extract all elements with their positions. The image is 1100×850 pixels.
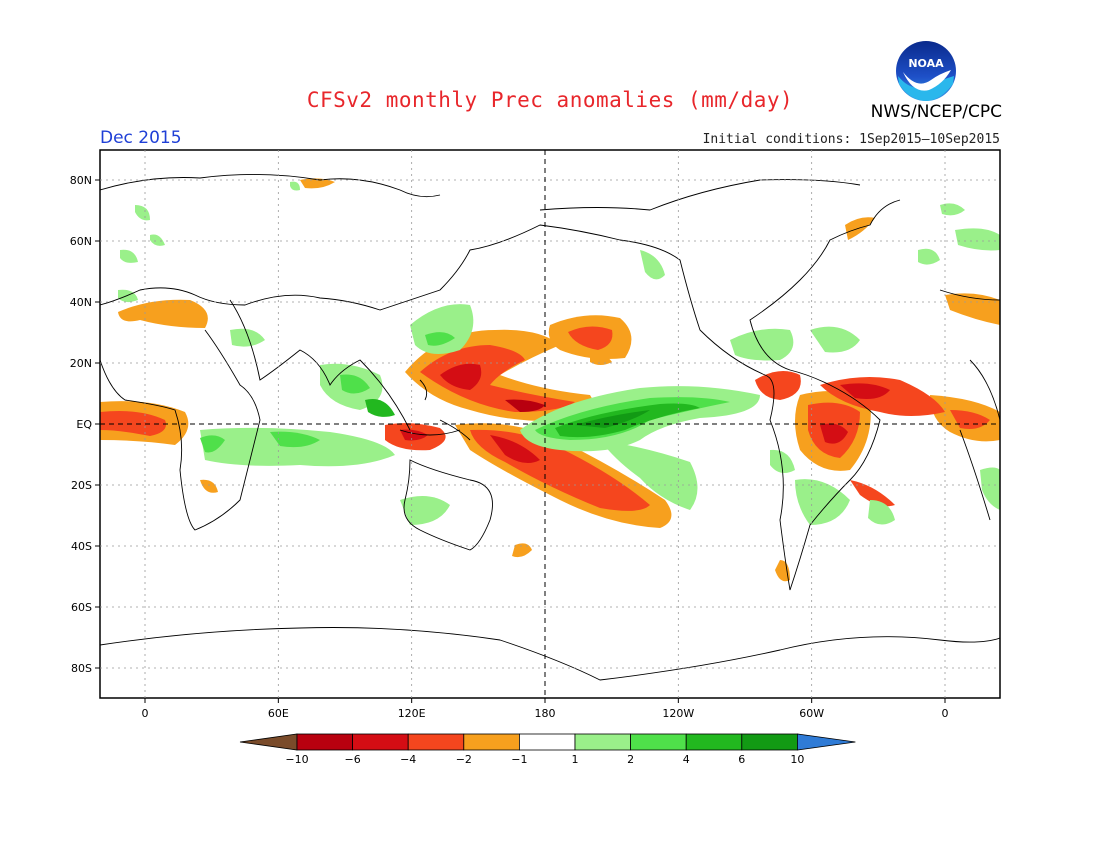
latitude-label: 80S xyxy=(71,662,92,675)
longitude-labels: 0 60E 120E 180 120W 60W 0 xyxy=(142,707,949,720)
colorbar-tick-label: 2 xyxy=(627,753,634,766)
colorbar-right-arrow xyxy=(797,733,856,751)
colorbar-left-arrow xyxy=(239,733,298,751)
colorbar-bin xyxy=(685,733,743,751)
colorbar-tick-label: 4 xyxy=(683,753,690,766)
colorbar-bin xyxy=(741,733,798,751)
latitude-label: 60N xyxy=(70,235,92,248)
colorbar-bin xyxy=(519,733,576,751)
longitude-label: 60E xyxy=(268,707,289,720)
colorbar-tick-label: 6 xyxy=(738,753,745,766)
initial-conditions-label: Initial conditions: 1Sep2015—10Sep2015 xyxy=(702,132,1000,147)
longitude-label: 0 xyxy=(142,707,149,720)
longitude-label: 60W xyxy=(799,707,824,720)
colorbar-tick-label: −1 xyxy=(511,753,527,766)
colorbar-bin xyxy=(630,733,687,751)
latitude-label: EQ xyxy=(76,418,92,431)
longitude-label: 180 xyxy=(535,707,556,720)
graticule xyxy=(95,150,1000,703)
longitude-label: 120W xyxy=(662,707,694,720)
latitude-labels: 80N 60N 40N 20N EQ 20S 40S 60S 80S xyxy=(70,174,93,675)
latitude-label: 60S xyxy=(71,601,92,614)
colorbar-tick-label: −2 xyxy=(456,753,472,766)
organization-label: NWS/NCEP/CPC xyxy=(870,102,1002,122)
latitude-label: 20S xyxy=(71,479,92,492)
latitude-label: 20N xyxy=(70,357,92,370)
longitude-label: 120E xyxy=(398,707,426,720)
colorbar-tick-label: −4 xyxy=(400,753,416,766)
colorbar-tick-label: 1 xyxy=(572,753,579,766)
latitude-label: 80N xyxy=(70,174,92,187)
longitude-label: 0 xyxy=(942,707,949,720)
latitude-label: 40S xyxy=(71,540,92,553)
anomaly-field xyxy=(100,178,1000,582)
colorbar-bin xyxy=(296,733,353,751)
colorbar-bin xyxy=(352,733,409,751)
colorbar-bin xyxy=(463,733,520,751)
colorbar-bin xyxy=(407,733,465,751)
latitude-label: 40N xyxy=(70,296,92,309)
noaa-logo-text: NOAA xyxy=(908,57,944,70)
colorbar-bin xyxy=(574,733,631,751)
colorbar-tick-label: 10 xyxy=(790,753,804,766)
valid-month-label: Dec 2015 xyxy=(100,128,182,148)
colorbar: −10 −6 −4 −2 −1 1 2 4 6 10 xyxy=(239,733,856,766)
map-title: CFSv2 monthly Prec anomalies (mm/day) xyxy=(306,88,794,112)
noaa-logo: NOAA xyxy=(896,41,956,101)
colorbar-tick-label: −6 xyxy=(344,753,360,766)
colorbar-tick-label: −10 xyxy=(285,753,308,766)
